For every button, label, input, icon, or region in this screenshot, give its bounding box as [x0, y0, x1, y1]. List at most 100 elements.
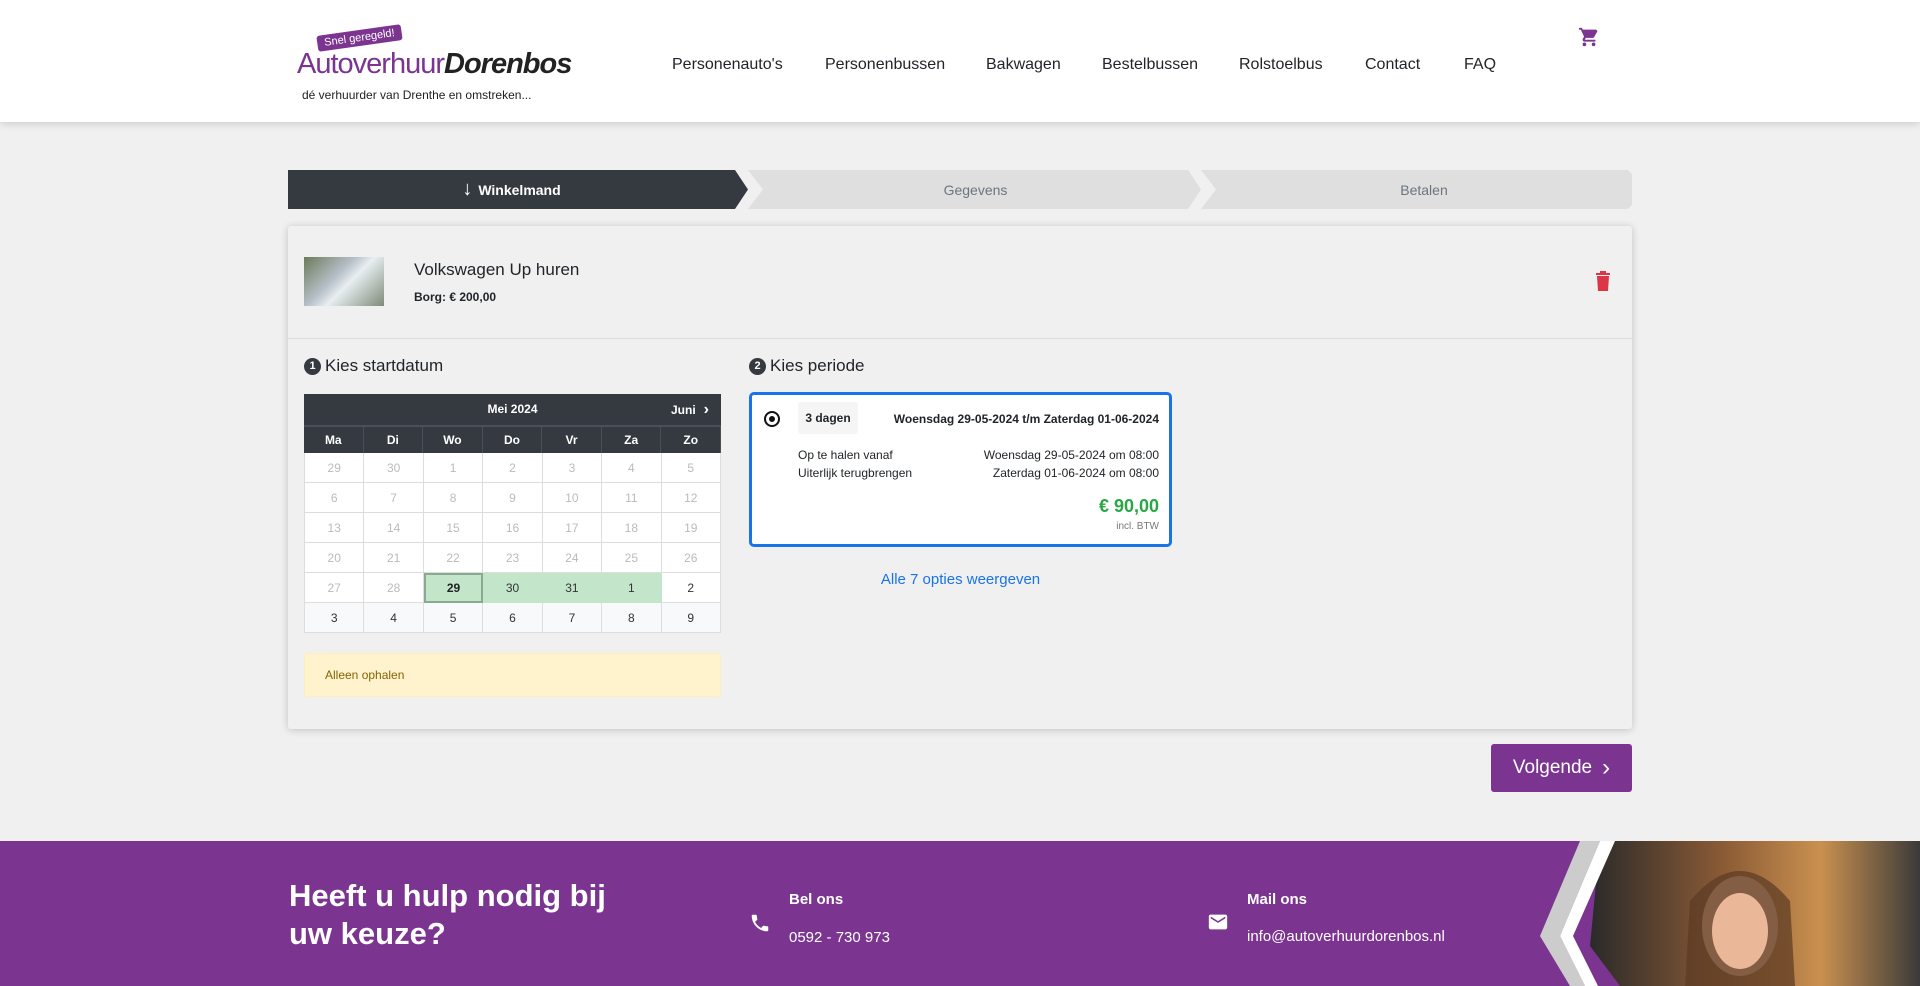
logo-tagline: dé verhuurder van Drenthe en omstreken..…: [302, 88, 532, 102]
logo[interactable]: Snel geregeld! AutoverhuurDorenbos dé ve…: [297, 24, 572, 105]
checkout-steps: ↓ Winkelmand Gegevens Betalen: [288, 170, 1632, 209]
calendar-day: 11: [602, 483, 662, 513]
pickup-label: Op te halen vanaf: [798, 448, 893, 462]
calendar-day: 2: [483, 453, 543, 483]
mail-icon: [1208, 914, 1228, 930]
calendar-day[interactable]: 1: [602, 573, 662, 603]
weekday-header: Wo: [423, 427, 483, 453]
step-winkelmand: ↓ Winkelmand: [288, 170, 735, 209]
calendar-day[interactable]: 3: [305, 603, 365, 633]
product-deposit: Borg: € 200,00: [414, 290, 497, 304]
mail-label: Mail ons: [1247, 891, 1308, 908]
steps-background: [288, 170, 1632, 209]
step-betalen: Betalen: [1400, 181, 1448, 198]
calendar-day: 25: [602, 543, 662, 573]
calendar-day: 12: [661, 483, 721, 513]
nav-faq[interactable]: FAQ: [1464, 56, 1497, 73]
nav-personenbussen[interactable]: Personenbussen: [825, 56, 946, 73]
weekday-row: Ma Di Wo Do Vr Za Zo: [304, 425, 721, 453]
phone-link[interactable]: 0592 - 730 973: [789, 929, 890, 946]
calendar-day[interactable]: 6: [483, 603, 543, 633]
calendar-day[interactable]: 5: [423, 603, 484, 633]
next-button[interactable]: Volgende ›: [1491, 744, 1632, 792]
return-value: Zaterdag 01-06-2024 om 08:00: [992, 466, 1159, 480]
site-header: Snel geregeld! AutoverhuurDorenbos dé ve…: [0, 0, 1920, 122]
return-label: Uiterlijk terugbrengen: [798, 466, 913, 480]
calendar-day: 3: [542, 453, 603, 483]
calendar-month: Mei 2024: [487, 402, 538, 416]
periode-heading: 2 Kies periode: [749, 356, 865, 376]
nav-personenautos[interactable]: Personenauto's: [672, 56, 783, 73]
weekday-header: Za: [602, 427, 662, 453]
email-link[interactable]: info@autoverhuurdorenbos.nl: [1247, 928, 1445, 945]
calendar-day: 10: [542, 483, 603, 513]
show-all-options-link[interactable]: Alle 7 opties weergeven: [880, 571, 1041, 588]
next-month-label: Juni: [671, 403, 696, 417]
calendar-day: 24: [542, 543, 603, 573]
period-price: € 90,00: [1098, 496, 1159, 516]
calendar-day: 19: [661, 513, 721, 543]
calendar-day[interactable]: 30: [483, 573, 543, 603]
calendar-day: 23: [483, 543, 543, 573]
calendar: Mei 2024 Juni › Ma Di Wo Do Vr Za Zo 29 30 1 2 3 4 5 6…: [304, 394, 721, 633]
product-title: Volkswagen Up huren: [414, 260, 580, 279]
weekday-header: Ma: [304, 427, 364, 453]
arrow-down-icon: ↓: [462, 178, 473, 200]
calendar-day: 6: [305, 483, 365, 513]
calendar-header: Mei 2024 Juni ›: [304, 394, 721, 425]
divider: [288, 338, 1632, 339]
calendar-day: 30: [364, 453, 424, 483]
logo-brand-b: Dorenbos: [444, 48, 572, 80]
trash-icon[interactable]: [1595, 271, 1611, 291]
nav-contact[interactable]: Contact: [1365, 56, 1421, 73]
nav-rolstoelbus[interactable]: Rolstoelbus: [1239, 56, 1323, 73]
calendar-day: 27: [305, 573, 365, 603]
calendar-day: 13: [305, 513, 365, 543]
logo-brand-a: Autoverhuur: [297, 48, 445, 80]
calendar-day: 1: [423, 453, 484, 483]
calendar-day: 15: [423, 513, 484, 543]
weekday-header: Zo: [661, 427, 721, 453]
period-range: Woensdag 29-05-2024 t/m Zaterdag 01-06-2…: [893, 412, 1159, 426]
nav-bestelbussen[interactable]: Bestelbussen: [1102, 56, 1199, 73]
calendar-day: 17: [542, 513, 603, 543]
calendar-day[interactable]: 2: [661, 573, 721, 603]
calendar-day[interactable]: 8: [602, 603, 662, 633]
next-button-label: Volgende: [1512, 757, 1593, 778]
pickup-value: Woensdag 29-05-2024 om 08:00: [983, 448, 1159, 462]
price-note: incl. BTW: [1116, 521, 1159, 532]
nav-bakwagen[interactable]: Bakwagen: [986, 56, 1061, 73]
step-gegevens: Gegevens: [943, 181, 1008, 198]
startdatum-heading: 1 Kies startdatum: [304, 356, 443, 376]
shopping-cart-icon[interactable]: [1578, 26, 1600, 48]
phone-icon: [751, 914, 769, 932]
step-label: Winkelmand: [478, 181, 561, 198]
pickup-notice: Alleen ophalen: [304, 653, 721, 697]
calendar-day: 26: [661, 543, 721, 573]
calendar-day: 29: [305, 453, 365, 483]
phone-label: Bel ons: [789, 891, 844, 908]
calendar-day: 9: [483, 483, 543, 513]
calendar-day[interactable]: 4: [364, 603, 424, 633]
calendar-day[interactable]: 31: [542, 573, 603, 603]
pickup-row: Op te halen vanaf Woensdag 29-05-2024 om …: [798, 448, 1159, 462]
calendar-grid: 29 30 1 2 3 4 5 6 7 8 9 10 11 12 13 14 15 16 17 18 19 20 21 22 2…: [304, 453, 721, 633]
calendar-day: 4: [602, 453, 662, 483]
step-number-badge: 2: [749, 357, 766, 375]
footer: Heeft u hulp nodig bij uw keuze? Bel ons…: [0, 841, 1920, 986]
calendar-day: 22: [423, 543, 484, 573]
period-radio[interactable]: [764, 411, 780, 427]
next-month-button[interactable]: Juni ›: [671, 401, 709, 419]
car-rental-photo: [1540, 841, 1920, 986]
step-number-badge: 1: [304, 357, 321, 375]
period-option[interactable]: 3 dagen Woensdag 29-05-2024 t/m Zaterdag…: [749, 392, 1172, 547]
calendar-day[interactable]: 9: [661, 603, 721, 633]
chevron-right-icon: ›: [1602, 754, 1611, 781]
section-title: Kies startdatum: [325, 356, 444, 375]
calendar-day: 18: [602, 513, 662, 543]
calendar-day[interactable]: 7: [542, 603, 603, 633]
calendar-day: 7: [364, 483, 424, 513]
calendar-day[interactable]: 29: [423, 573, 484, 603]
calendar-day: 5: [661, 453, 721, 483]
footer-heading: Heeft u hulp nodig bij uw keuze?: [289, 878, 606, 951]
